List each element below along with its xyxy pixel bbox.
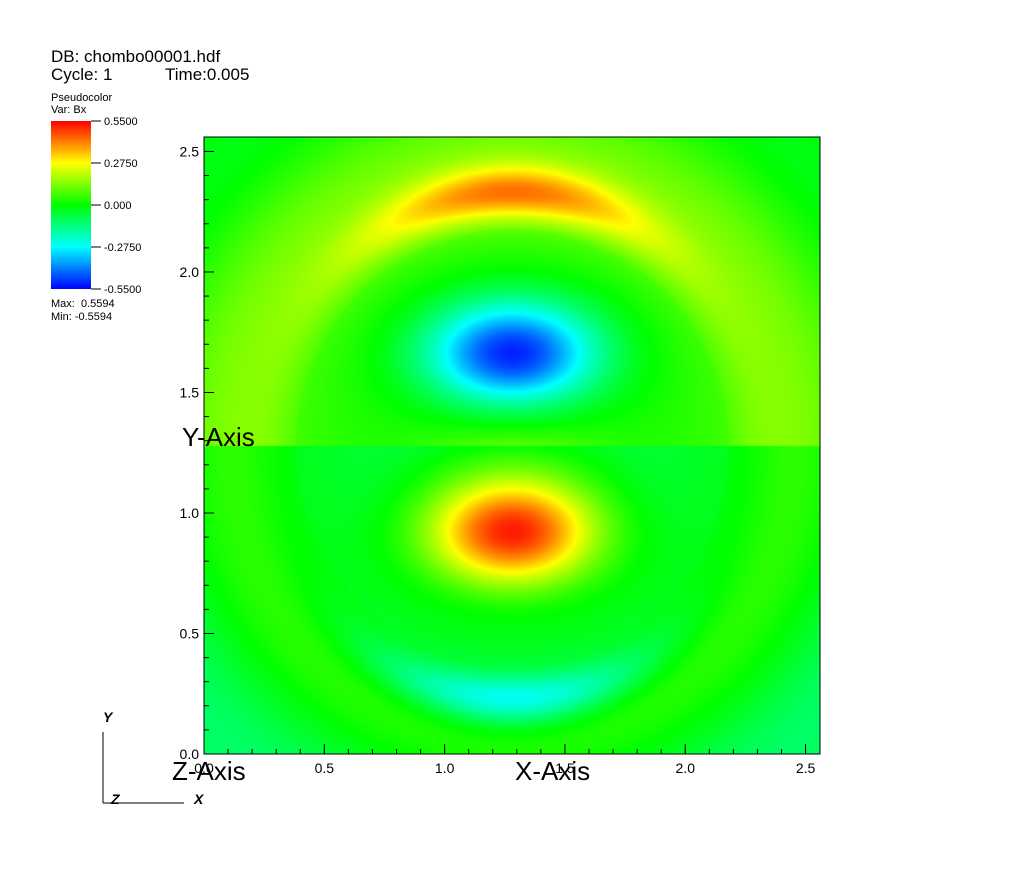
y-axis-title: Y-Axis [182, 422, 255, 452]
cycle-label: Cycle: 1 [51, 65, 113, 84]
heatmap-plot: 0.0 0.5 1.0 1.5 2.0 2.5 0.0 0.5 1.0 1.5 2.0 2.5 Y-A… [172, 136, 821, 786]
x-axis-title: X-Axis [515, 756, 590, 786]
colorbar-tick-label: 0.2750 [104, 158, 138, 170]
x-tick-label: 2.5 [796, 760, 816, 776]
legend-max: Max: 0.5594 [51, 298, 115, 310]
triad-y-label: Y [103, 709, 114, 725]
legend-plot-type: Pseudocolor [51, 92, 113, 104]
x-tick-label: 1.5 [555, 760, 575, 776]
triad-z-label: Z [110, 791, 120, 807]
y-tick-label: 0.5 [180, 625, 200, 641]
colorbar-tick-label: 0.000 [104, 200, 132, 212]
axis-triad: Y X Z [102, 709, 205, 807]
time-label: Time:0.005 [165, 65, 250, 84]
triad-x-label: X [193, 791, 205, 807]
database-label: DB: chombo00001.hdf [51, 47, 221, 66]
y-tick-label: 1.0 [180, 505, 200, 521]
colorbar-tick-label: 0.5500 [104, 116, 138, 128]
y-tick-label: 2.5 [180, 143, 200, 159]
y-tick-label: 2.0 [180, 264, 200, 280]
x-tick-label: 0.5 [315, 760, 335, 776]
colorbar-gradient [51, 121, 91, 289]
colorbar-tick-label: -0.2750 [104, 242, 141, 254]
legend-variable: Var: Bx [51, 104, 87, 116]
colorbar-tick-label: -0.5500 [104, 284, 141, 296]
colorbar: 0.5500 0.2750 0.000 -0.2750 -0.5500 [51, 116, 141, 296]
x-tick-label: 1.0 [435, 760, 455, 776]
x-tick-label: 0.0 [194, 760, 214, 776]
z-axis-title: Z-Axis [172, 756, 246, 786]
heatmap-image [204, 137, 820, 754]
y-tick-label: 0.0 [180, 746, 200, 762]
y-tick-label: 1.5 [180, 384, 200, 400]
legend-min: Min: -0.5594 [51, 311, 113, 323]
x-tick-label: 2.0 [676, 760, 696, 776]
plot-frame [203, 136, 821, 755]
